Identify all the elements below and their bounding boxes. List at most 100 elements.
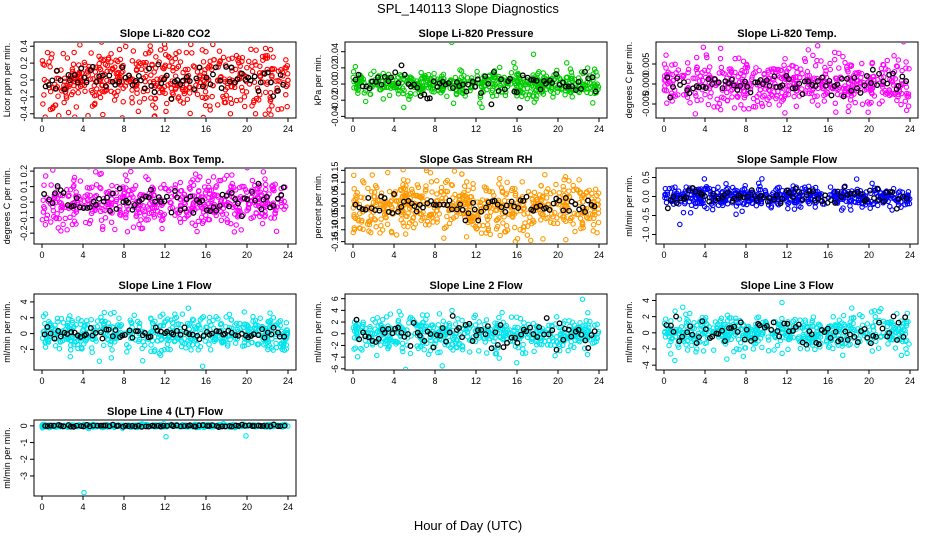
data-point-black — [792, 185, 799, 192]
data-point-black — [78, 65, 85, 72]
data-point-black — [49, 77, 56, 84]
data-point — [160, 216, 166, 223]
data-point-black — [683, 194, 690, 201]
x-tick-label: 8 — [121, 376, 126, 386]
data-point — [527, 191, 534, 198]
data-point — [842, 59, 848, 66]
data-point-black — [147, 186, 154, 193]
data-point — [177, 179, 184, 186]
data-point — [728, 66, 734, 72]
data-point-black — [589, 74, 596, 81]
data-point — [73, 189, 79, 195]
data-point — [869, 180, 875, 187]
points — [350, 43, 602, 111]
y-tick-label: 2 — [19, 315, 29, 320]
data-point — [847, 198, 854, 204]
data-point-black — [365, 194, 372, 201]
data-point — [486, 188, 493, 195]
data-point-black — [796, 80, 803, 87]
data-point — [906, 65, 912, 72]
data-point — [64, 227, 70, 233]
data-point-black — [369, 78, 376, 85]
data-point — [582, 322, 588, 329]
data-point — [528, 336, 535, 342]
data-point — [207, 347, 214, 353]
data-point-black — [177, 81, 184, 88]
data-point — [690, 75, 696, 81]
data-point — [127, 330, 133, 336]
data-point — [187, 321, 193, 327]
data-point — [833, 109, 839, 115]
data-point — [589, 190, 595, 197]
data-point — [811, 93, 818, 100]
data-point-black — [457, 201, 464, 208]
data-point-black — [673, 200, 680, 206]
data-point — [708, 89, 714, 96]
data-point — [492, 320, 498, 326]
data-point — [222, 120, 226, 124]
data-point — [237, 320, 243, 327]
data-point — [373, 199, 379, 205]
data-point — [403, 183, 409, 189]
x-tick-label: 12 — [782, 250, 792, 260]
data-point — [229, 172, 235, 178]
data-point — [423, 183, 429, 189]
data-point — [673, 69, 679, 76]
data-point — [750, 95, 757, 102]
data-point — [806, 90, 812, 97]
data-point — [474, 68, 480, 75]
data-point — [809, 98, 816, 104]
data-point — [366, 218, 373, 225]
data-point — [233, 97, 240, 104]
data-point — [379, 316, 386, 323]
data-point-black — [216, 202, 223, 209]
data-point — [399, 340, 406, 347]
data-point — [684, 60, 691, 66]
data-point — [176, 49, 182, 55]
y-tick-label: -2 — [19, 345, 29, 353]
data-point — [169, 90, 176, 96]
data-point-black — [851, 74, 858, 81]
data-point — [692, 75, 698, 81]
y-tick-label: -6 — [330, 365, 340, 373]
data-point — [75, 89, 81, 96]
data-point — [380, 96, 387, 102]
data-point-black — [498, 76, 504, 83]
data-point — [415, 184, 422, 191]
data-point — [44, 212, 51, 218]
data-point — [549, 335, 555, 341]
data-point — [407, 314, 414, 321]
data-point-black — [137, 77, 144, 84]
data-point-black — [389, 210, 396, 217]
data-point-black — [734, 86, 741, 93]
data-point — [272, 210, 278, 216]
data-point-black — [863, 196, 870, 203]
data-point — [284, 71, 291, 77]
data-point — [124, 228, 131, 235]
data-point — [142, 212, 148, 218]
data-point-black — [57, 333, 64, 340]
data-point — [439, 195, 445, 202]
data-point-black — [895, 83, 902, 89]
data-point — [359, 347, 365, 353]
data-point — [516, 76, 523, 83]
data-point — [284, 103, 290, 110]
data-point — [492, 351, 499, 357]
data-point — [237, 208, 243, 215]
data-point — [732, 55, 738, 62]
data-point — [41, 62, 48, 68]
data-point — [47, 64, 53, 70]
data-point-black — [789, 85, 796, 92]
data-point — [187, 186, 193, 192]
data-point — [236, 60, 242, 66]
data-point — [856, 69, 862, 76]
data-point — [802, 58, 809, 65]
data-point — [111, 90, 118, 96]
data-point — [669, 62, 675, 68]
data-point — [579, 219, 586, 226]
data-point — [118, 69, 125, 76]
data-point — [848, 90, 854, 96]
data-point — [374, 315, 381, 321]
x-tick-label: 4 — [391, 124, 396, 134]
